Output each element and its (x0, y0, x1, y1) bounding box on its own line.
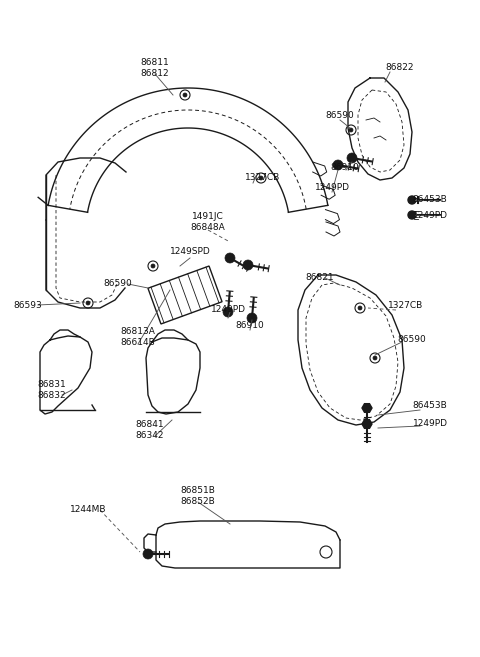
Text: 1249PD: 1249PD (412, 212, 447, 221)
Circle shape (370, 353, 380, 363)
Text: 86590: 86590 (397, 336, 426, 344)
Text: 1491JC
86848A: 1491JC 86848A (191, 212, 226, 232)
Text: 86821: 86821 (306, 273, 334, 283)
Polygon shape (362, 403, 372, 413)
Circle shape (180, 90, 190, 100)
Circle shape (408, 211, 416, 219)
Text: 86813A
86614B: 86813A 86614B (120, 327, 156, 347)
Text: 86811
86812: 86811 86812 (141, 58, 169, 78)
Polygon shape (362, 420, 372, 428)
Text: 86851B
86852B: 86851B 86852B (180, 486, 216, 506)
Circle shape (225, 253, 235, 263)
Text: 1327CB: 1327CB (245, 173, 281, 183)
Circle shape (346, 125, 356, 135)
Circle shape (86, 301, 90, 305)
Circle shape (83, 298, 93, 308)
Text: 1249PD: 1249PD (314, 183, 349, 193)
Text: 1327CB: 1327CB (388, 300, 424, 309)
Text: 86453B: 86453B (413, 401, 447, 411)
Circle shape (151, 264, 155, 268)
Text: 1249SPD: 1249SPD (169, 248, 210, 256)
Circle shape (333, 160, 343, 170)
Text: 86910: 86910 (331, 164, 360, 173)
Text: 86831
86832: 86831 86832 (37, 380, 66, 399)
Circle shape (358, 306, 362, 310)
Text: 86593: 86593 (13, 300, 42, 309)
Text: 86590: 86590 (325, 110, 354, 120)
Circle shape (259, 176, 263, 180)
Text: 1249PD: 1249PD (211, 306, 245, 315)
Text: 86822: 86822 (386, 64, 414, 72)
Circle shape (143, 549, 153, 559)
Text: 86841
86342: 86841 86342 (136, 420, 164, 440)
Circle shape (373, 356, 377, 360)
Circle shape (347, 153, 357, 163)
Text: 86910: 86910 (236, 321, 264, 330)
Circle shape (148, 261, 158, 271)
Circle shape (256, 173, 266, 183)
Text: 1244MB: 1244MB (70, 505, 106, 514)
Circle shape (355, 303, 365, 313)
Circle shape (223, 307, 233, 317)
Circle shape (408, 196, 416, 204)
Text: 1249PD: 1249PD (412, 420, 447, 428)
Circle shape (247, 313, 257, 323)
Text: 86453B: 86453B (413, 196, 447, 204)
Circle shape (243, 260, 253, 270)
Text: 86590: 86590 (104, 279, 132, 288)
Circle shape (349, 128, 353, 132)
Circle shape (183, 93, 187, 97)
